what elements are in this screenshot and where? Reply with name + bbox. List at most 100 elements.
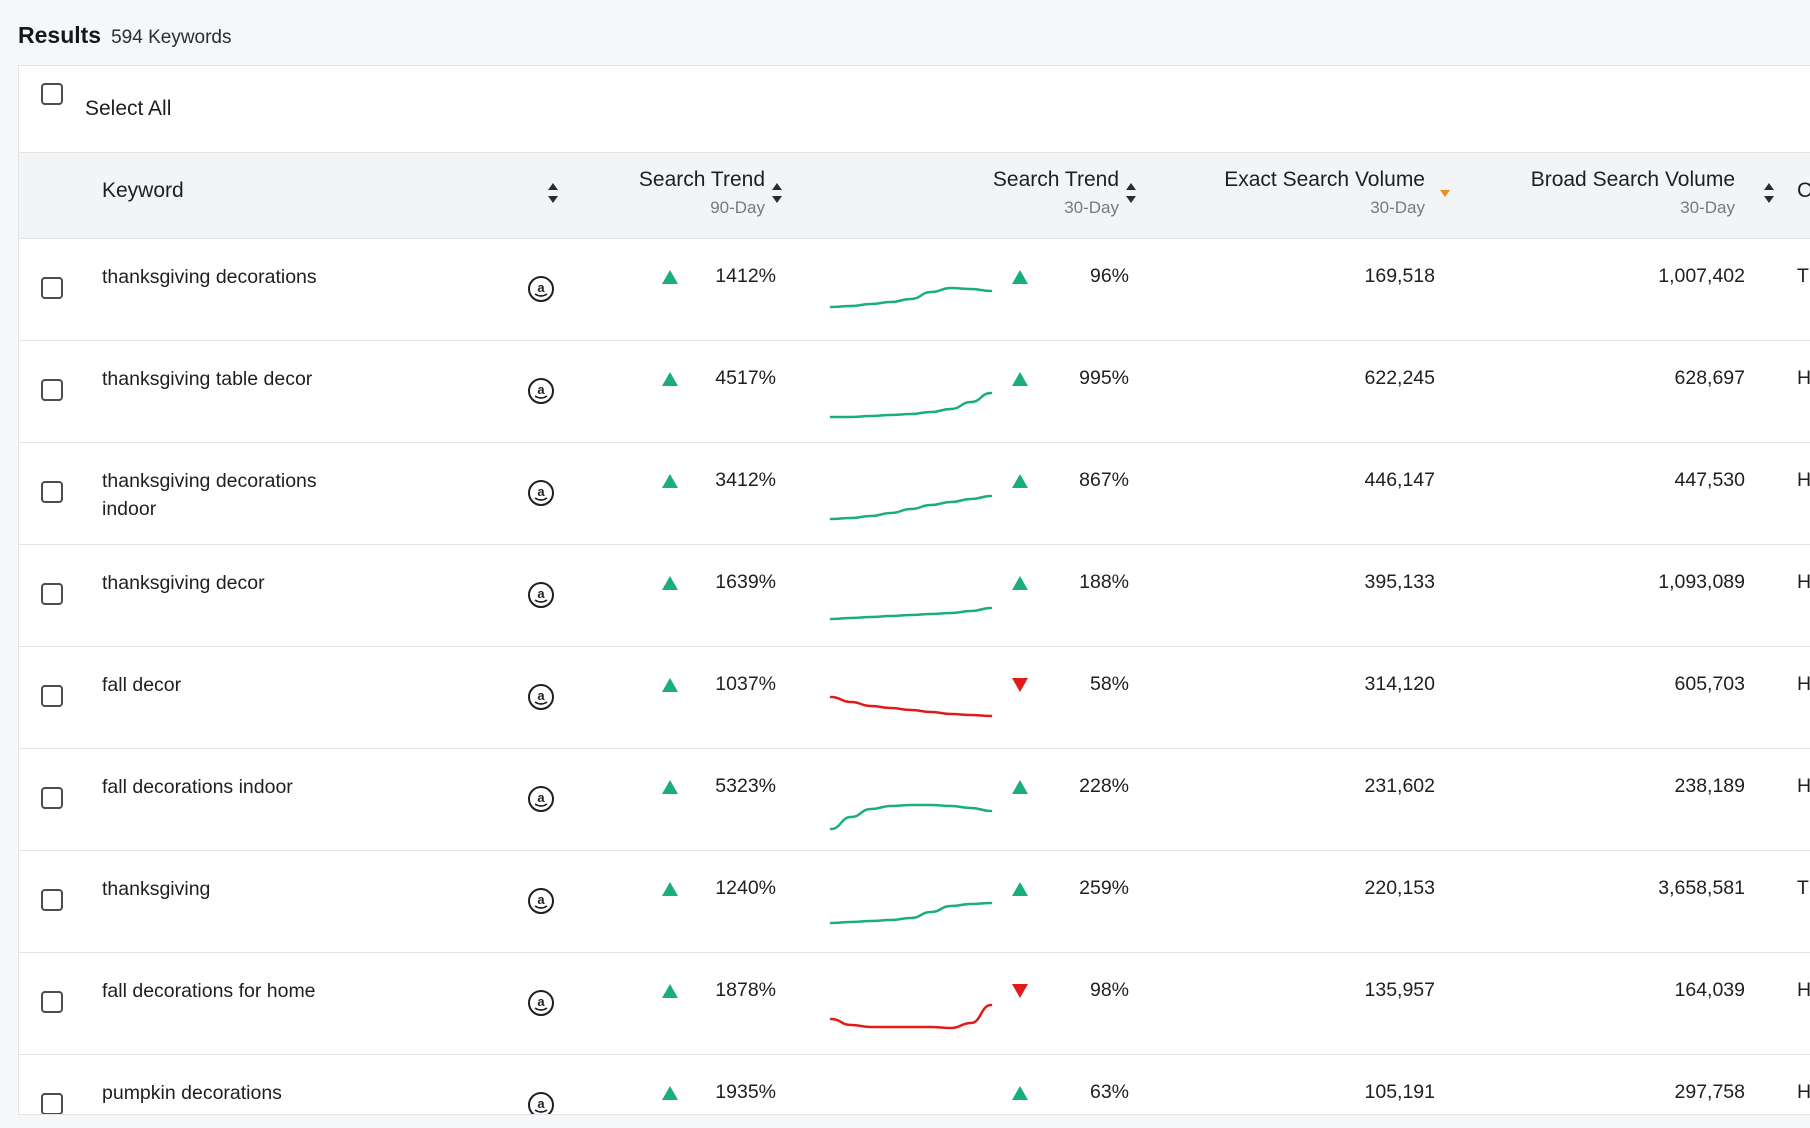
table-row: fall decorations for home a 1878% 98% 135,95… bbox=[19, 953, 1810, 1055]
column-header-next-cut[interactable]: C bbox=[1797, 179, 1810, 203]
trend30-value: 98% bbox=[1089, 979, 1129, 1001]
row-checkbox[interactable] bbox=[41, 277, 63, 299]
exact-volume-value: 314,120 bbox=[1364, 673, 1436, 695]
trend30-up-icon bbox=[1012, 474, 1028, 488]
trend90-up-icon bbox=[662, 882, 678, 896]
select-all-label: Select All bbox=[85, 97, 172, 120]
keyword-cell[interactable]: fall decor bbox=[102, 674, 182, 696]
svg-text:a: a bbox=[537, 892, 545, 907]
column-header-trend90[interactable]: Search Trend bbox=[638, 168, 765, 191]
broad-volume-value: 447,530 bbox=[1674, 469, 1746, 491]
table-row: fall decorations indoor a 5323% 228% 231,602… bbox=[19, 749, 1810, 851]
next-column-value: H bbox=[1797, 673, 1810, 695]
select-all-checkbox[interactable] bbox=[41, 83, 63, 105]
next-column-value: H bbox=[1797, 571, 1810, 593]
broad-volume-value: 1,007,402 bbox=[1658, 265, 1745, 287]
keyword-cell[interactable]: thanksgiving decorations indoor bbox=[102, 470, 317, 520]
keyword-cell[interactable]: fall decorations for home bbox=[102, 980, 316, 1002]
amazon-icon[interactable]: a bbox=[527, 887, 555, 915]
sparkline-path bbox=[829, 391, 993, 419]
amazon-icon[interactable]: a bbox=[527, 377, 555, 405]
row-checkbox[interactable] bbox=[41, 1093, 63, 1114]
trend90-up-icon bbox=[662, 678, 678, 692]
sparkline-path bbox=[829, 803, 993, 831]
next-column-value: H bbox=[1797, 775, 1810, 797]
trend30-value: 867% bbox=[1079, 469, 1129, 491]
sort-trend30-icon[interactable] bbox=[1125, 181, 1137, 205]
row-checkbox[interactable] bbox=[41, 685, 63, 707]
sort-trend90-icon[interactable] bbox=[771, 181, 783, 205]
row-checkbox[interactable] bbox=[41, 379, 63, 401]
amazon-icon[interactable]: a bbox=[527, 1091, 555, 1115]
sparkline-path bbox=[829, 901, 993, 925]
trend90-up-icon bbox=[662, 474, 678, 488]
row-checkbox[interactable] bbox=[41, 889, 63, 911]
next-column-value: H bbox=[1797, 469, 1810, 491]
keyword-cell[interactable]: thanksgiving table decor bbox=[102, 368, 313, 390]
keyword-cell[interactable]: thanksgiving decorations bbox=[102, 266, 317, 288]
keyword-cell[interactable]: thanksgiving bbox=[102, 878, 211, 900]
results-header: Results 594 Keywords bbox=[18, 22, 232, 49]
trend30-down-icon bbox=[1012, 678, 1028, 692]
broad-volume-value: 605,703 bbox=[1674, 673, 1746, 695]
next-column-value: T bbox=[1797, 877, 1809, 899]
row-checkbox[interactable] bbox=[41, 787, 63, 809]
trend90-value: 1935% bbox=[715, 1081, 776, 1103]
column-header-trend30[interactable]: Search Trend bbox=[992, 168, 1119, 191]
sparkline-chart bbox=[829, 1083, 999, 1115]
trend90-up-icon bbox=[662, 780, 678, 794]
sparkline-chart bbox=[829, 695, 993, 718]
sparkline-chart bbox=[829, 494, 993, 521]
amazon-icon[interactable]: a bbox=[527, 785, 555, 813]
trend90-up-icon bbox=[662, 576, 678, 590]
row-checkbox[interactable] bbox=[41, 583, 63, 605]
trend30-up-icon bbox=[1012, 270, 1028, 284]
keyword-cell[interactable]: thanksgiving decor bbox=[102, 572, 265, 594]
select-all-row: Select All bbox=[19, 66, 1810, 153]
column-header-broad-volume[interactable]: Broad Search Volume bbox=[1530, 168, 1735, 191]
results-count: 594 Keywords bbox=[111, 27, 232, 48]
trend90-value: 4517% bbox=[715, 367, 776, 389]
amazon-icon[interactable]: a bbox=[527, 479, 555, 507]
amazon-icon[interactable]: a bbox=[527, 581, 555, 609]
trend90-value: 1878% bbox=[715, 979, 776, 1001]
broad-volume-value: 297,758 bbox=[1674, 1081, 1746, 1103]
sort-keyword-icon[interactable] bbox=[547, 181, 559, 205]
keyword-cell[interactable]: pumpkin decorations bbox=[102, 1082, 282, 1104]
sort-broad-volume-icon[interactable] bbox=[1763, 181, 1775, 205]
trend30-up-icon bbox=[1012, 372, 1028, 386]
svg-text:a: a bbox=[537, 1096, 545, 1111]
sort-exact-volume-active-icon[interactable] bbox=[1439, 181, 1451, 205]
keyword-cell[interactable]: fall decorations indoor bbox=[102, 776, 293, 798]
trend30-up-icon bbox=[1012, 1086, 1028, 1100]
trend30-value: 228% bbox=[1079, 775, 1129, 797]
trend90-value: 1240% bbox=[715, 877, 776, 899]
svg-text:a: a bbox=[537, 484, 545, 499]
row-checkbox[interactable] bbox=[41, 481, 63, 503]
sparkline-chart bbox=[829, 391, 993, 419]
next-column-value: T bbox=[1797, 265, 1809, 287]
broad-volume-value: 164,039 bbox=[1674, 979, 1746, 1001]
trend30-value: 259% bbox=[1079, 877, 1129, 899]
exact-volume-value: 169,518 bbox=[1364, 265, 1436, 287]
exact-volume-value: 220,153 bbox=[1364, 877, 1436, 899]
table-row: thanksgiving decor a 1639% 188% 395,133 1,093… bbox=[19, 545, 1810, 647]
amazon-icon[interactable]: a bbox=[527, 989, 555, 1017]
column-header-keyword[interactable]: Keyword bbox=[102, 179, 184, 202]
table-row: pumpkin decorations a 1935% 63% 105,191 297,7… bbox=[19, 1055, 1810, 1115]
sparkline-path bbox=[829, 286, 993, 309]
trend90-up-icon bbox=[662, 270, 678, 284]
amazon-icon[interactable]: a bbox=[527, 683, 555, 711]
table-row: thanksgiving a 1240% 259% 220,153 3,658,581 T bbox=[19, 851, 1810, 953]
exact-volume-value: 446,147 bbox=[1364, 469, 1436, 491]
trend30-value: 58% bbox=[1089, 673, 1129, 695]
exact-volume-value: 231,602 bbox=[1364, 775, 1436, 797]
trend90-value: 1037% bbox=[715, 673, 776, 695]
column-header-exact-volume[interactable]: Exact Search Volume bbox=[1224, 168, 1425, 191]
sparkline-chart bbox=[829, 901, 993, 925]
amazon-icon[interactable]: a bbox=[527, 275, 555, 303]
row-checkbox[interactable] bbox=[41, 991, 63, 1013]
table-row: thanksgiving decorations a 1412% 96% 169,518… bbox=[19, 239, 1810, 341]
trend30-down-icon bbox=[1012, 984, 1028, 998]
table-row: fall decor a 1037% 58% 314,120 605,703 H bbox=[19, 647, 1810, 749]
